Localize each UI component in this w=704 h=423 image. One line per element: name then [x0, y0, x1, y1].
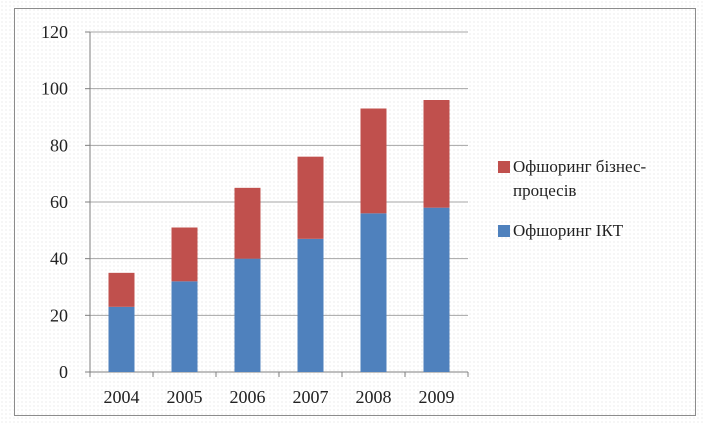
bars [108, 100, 450, 372]
bar-segment [108, 272, 135, 307]
tick-labels: 0 20 40 60 80 100 120 2004 2005 2006 2007 2008 2009 [41, 22, 455, 407]
y-tick-label: 0 [59, 362, 68, 382]
axes [85, 31, 469, 377]
legend-swatch [498, 161, 510, 173]
bar-segment [360, 108, 387, 214]
legend-label: процесів [513, 181, 576, 200]
x-tick-label: 2007 [293, 387, 329, 407]
y-tick-label: 120 [41, 22, 68, 42]
gridlines [90, 31, 468, 373]
y-tick-label: 40 [50, 249, 68, 269]
bar-segment [297, 238, 324, 372]
bar-segment [171, 227, 198, 282]
bar-segment [360, 213, 387, 372]
chart-frame [14, 8, 696, 416]
y-tick-label: 100 [41, 79, 68, 99]
x-tick-label: 2005 [167, 387, 203, 407]
bar-segment [423, 207, 450, 372]
legend-label: Офшоринг бізнес- [513, 157, 647, 176]
bar-segment [234, 187, 261, 259]
bar-segment [108, 306, 135, 372]
bar-segment [423, 100, 450, 208]
legend-swatch [498, 225, 510, 237]
x-tick-label: 2004 [104, 387, 140, 407]
x-tick-label: 2009 [419, 387, 455, 407]
x-tick-label: 2006 [230, 387, 266, 407]
legend: Офшоринг бізнес-процесів Офшоринг ІКТ [498, 157, 647, 240]
y-tick-label: 80 [50, 135, 68, 155]
bar-segment [171, 281, 198, 372]
legend-label: Офшоринг ІКТ [513, 221, 624, 240]
y-tick-label: 20 [50, 305, 68, 325]
y-tick-label: 60 [50, 192, 68, 212]
bar-segment [297, 156, 324, 239]
x-tick-label: 2008 [356, 387, 392, 407]
bar-segment [234, 258, 261, 372]
